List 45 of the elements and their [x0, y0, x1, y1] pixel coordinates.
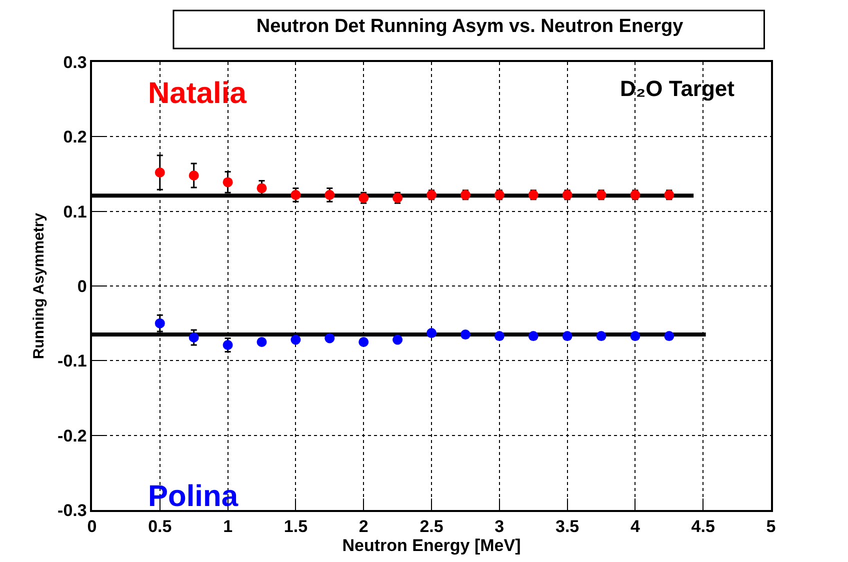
x-tick-label: 1.5	[284, 517, 308, 536]
y-tick-label: 0.3	[63, 52, 87, 72]
y-tick-label: 0	[77, 276, 87, 296]
x-tick-label: 0.5	[148, 517, 172, 536]
point	[562, 331, 572, 342]
x-tick-label: 2	[358, 517, 368, 536]
point	[188, 170, 199, 180]
point	[494, 331, 504, 342]
y-tick-label: 0.2	[63, 128, 87, 147]
chart-title: Neutron Det Running Asym vs. Neutron Energy	[256, 16, 684, 37]
x-tick-label: 5	[766, 517, 776, 536]
point	[426, 328, 436, 338]
point	[188, 332, 199, 343]
point	[392, 334, 403, 345]
annotation: D₂O Target	[620, 76, 736, 101]
point	[324, 190, 335, 200]
x-tick-label: 1	[223, 517, 233, 536]
point	[630, 331, 640, 342]
point	[222, 340, 233, 350]
x-tick-label: 4	[630, 517, 640, 536]
point	[290, 334, 301, 345]
y-tick-label: -0.3	[58, 500, 87, 520]
point	[664, 331, 674, 342]
y-axis-title: Running Asymmetry	[30, 212, 48, 360]
point	[358, 337, 369, 347]
point	[324, 333, 335, 344]
y-tick-label: 0.1	[63, 202, 87, 222]
text: Polina	[148, 480, 238, 513]
series-label: Natalia	[148, 77, 247, 110]
x-tick-label: 3	[494, 517, 504, 536]
y-tick-label: -0.2	[58, 426, 87, 446]
point	[596, 331, 606, 342]
point	[256, 183, 267, 194]
point	[154, 318, 165, 328]
x-tick-label: 4.5	[691, 517, 715, 536]
point	[256, 337, 267, 347]
x-tick-label: 3.5	[555, 517, 580, 536]
y-tick-label: -0.1	[58, 352, 87, 371]
point	[222, 177, 233, 188]
point	[528, 331, 538, 342]
point	[460, 330, 470, 340]
point	[290, 190, 301, 200]
x-tick-label: 2.5	[420, 517, 444, 536]
point	[154, 168, 165, 178]
x-axis-title: Neutron Energy [MeV]	[342, 536, 521, 556]
